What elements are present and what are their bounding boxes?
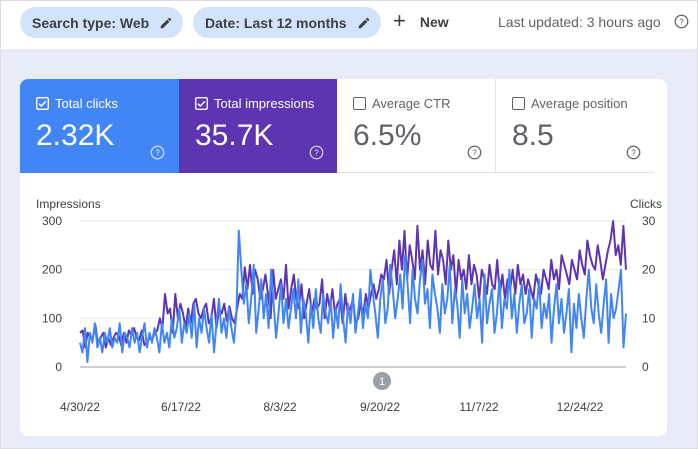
new-filter-button[interactable]: + New: [393, 8, 449, 35]
annotation-marker-icon: [373, 372, 391, 390]
new-button-label: New: [419, 14, 449, 30]
y-left-tick-label: 200: [42, 263, 62, 277]
metric-label: Average position: [531, 96, 628, 111]
date-chip[interactable]: Date: Last 12 months: [193, 7, 381, 38]
x-tick-label: 6/17/22: [161, 400, 201, 414]
metric-value: 8.5: [512, 119, 554, 152]
y-right-tick-label: 0: [642, 360, 649, 374]
help-icon[interactable]: ?: [309, 145, 324, 160]
metric-tile-total-impressions[interactable]: Total impressions 35.7K ?: [179, 79, 337, 173]
svg-text:?: ?: [472, 148, 477, 157]
metric-label: Total clicks: [55, 96, 118, 111]
help-icon[interactable]: ?: [626, 145, 641, 160]
svg-text:?: ?: [155, 148, 160, 157]
metric-tile-average-ctr[interactable]: Average CTR 6.5% ?: [337, 79, 496, 173]
help-icon[interactable]: ?: [150, 145, 165, 160]
metric-label: Average CTR: [372, 96, 451, 111]
metric-value: 2.32K: [36, 119, 115, 152]
metric-value: 6.5%: [353, 119, 422, 152]
metric-tile-average-position[interactable]: Average position 8.5 ?: [496, 79, 654, 173]
checkbox-empty-icon[interactable]: [353, 97, 366, 110]
x-tick-label: 12/24/22: [557, 400, 604, 414]
x-tick-label: 8/3/22: [263, 400, 297, 414]
metric-tile-total-clicks[interactable]: Total clicks 2.32K ?: [20, 79, 179, 173]
left-axis-title: Impressions: [36, 197, 101, 211]
annotation-marker-label: 1: [379, 376, 385, 388]
filter-bar: Search type: Web Date: Last 12 months + …: [1, 1, 697, 49]
checkbox-checked-icon[interactable]: [36, 97, 49, 110]
right-axis-title: Clicks: [630, 197, 662, 211]
metric-label: Total impressions: [214, 96, 315, 111]
svg-text:?: ?: [631, 148, 636, 157]
x-tick-label: 9/20/22: [360, 400, 400, 414]
plus-icon: +: [393, 8, 406, 33]
metric-value: 35.7K: [195, 119, 274, 152]
help-icon[interactable]: ?: [467, 145, 482, 160]
last-updated-text: Last updated: 3 hours ago: [498, 14, 661, 30]
performance-card: Total clicks 2.32K ? Total impressions 3…: [20, 79, 667, 436]
y-left-tick-label: 0: [55, 360, 62, 374]
svg-text:?: ?: [314, 148, 319, 157]
edit-pencil-icon: [358, 17, 369, 28]
y-right-tick-label: 10: [642, 311, 656, 325]
search-type-chip[interactable]: Search type: Web: [20, 7, 184, 38]
y-left-tick-label: 100: [42, 311, 62, 325]
checkbox-checked-icon[interactable]: [195, 97, 208, 110]
y-right-tick-label: 20: [642, 263, 656, 277]
svg-text:?: ?: [679, 17, 684, 26]
help-icon[interactable]: ?: [674, 14, 689, 29]
edit-pencil-icon: [160, 17, 172, 28]
search-type-chip-label: Search type: Web: [32, 14, 150, 31]
y-left-tick-label: 300: [42, 214, 62, 228]
x-tick-label: 4/30/22: [60, 400, 100, 414]
checkbox-empty-icon[interactable]: [512, 97, 525, 110]
clicks-series-line: [79, 229, 627, 364]
y-right-tick-label: 30: [642, 214, 656, 228]
date-chip-label: Date: Last 12 months: [205, 14, 347, 31]
x-tick-label: 11/7/22: [459, 400, 498, 414]
